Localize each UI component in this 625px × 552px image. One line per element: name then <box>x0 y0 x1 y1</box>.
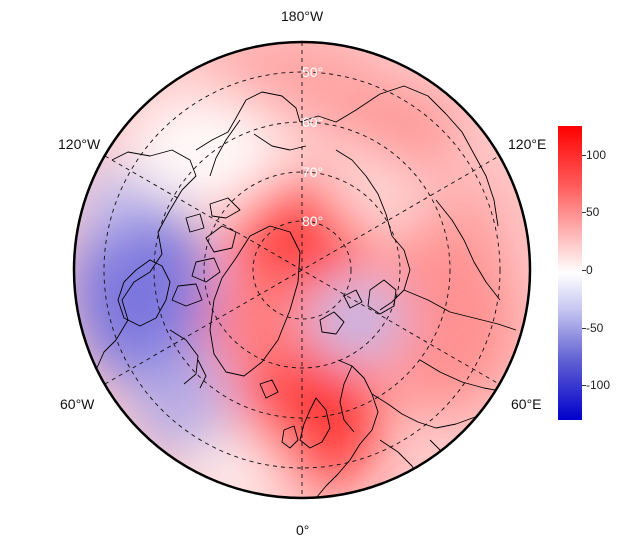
coastlines <box>95 85 517 498</box>
colorbar-tick-mark <box>582 212 586 214</box>
lon-label-0: 0° <box>296 522 310 538</box>
lat-label-60: 60° <box>302 114 323 130</box>
colorbar-tick-label: 50 <box>586 205 600 220</box>
colorbar-tick-label: -100 <box>586 378 611 393</box>
colorbar-tick-mark <box>582 327 586 329</box>
lon-label-120w: 120°W <box>58 136 101 152</box>
latitude-labels: 50° 60° 70° 80° <box>302 64 323 229</box>
colorbar-tick-mark <box>582 270 586 272</box>
colorbar-tick-mark <box>582 154 586 156</box>
colorbar-tick-label: 0 <box>586 263 593 278</box>
colorbar-tick-label: -50 <box>586 320 604 335</box>
lon-label-60e: 60°E <box>511 396 542 412</box>
graticule <box>103 42 501 498</box>
colorbar-tick-mark <box>582 385 586 387</box>
lat-label-80: 80° <box>302 213 323 229</box>
colorbar <box>558 126 582 420</box>
lon-label-180w: 180°W <box>281 8 324 24</box>
lat-label-70: 70° <box>302 164 323 180</box>
colorbar-tick-label: 100 <box>586 147 607 162</box>
lon-label-60w: 60°W <box>60 396 95 412</box>
lat-label-50: 50° <box>302 64 323 80</box>
map-boundary <box>72 40 532 500</box>
lon-label-120e: 120°E <box>508 136 547 152</box>
